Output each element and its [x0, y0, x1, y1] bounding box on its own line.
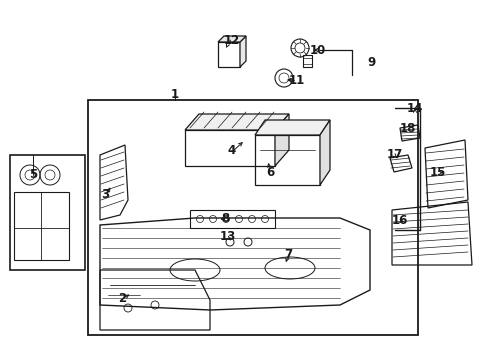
- Text: 1: 1: [171, 89, 179, 102]
- Polygon shape: [254, 120, 329, 135]
- Text: 9: 9: [367, 55, 375, 68]
- Bar: [88, 100, 417, 335]
- Text: 15: 15: [429, 166, 445, 179]
- Text: 2: 2: [118, 292, 126, 305]
- Polygon shape: [240, 36, 245, 67]
- Text: 16: 16: [391, 213, 407, 226]
- Text: 17: 17: [386, 148, 402, 162]
- Bar: [190, 210, 274, 228]
- Text: 4: 4: [227, 144, 236, 157]
- Bar: [10, 155, 85, 270]
- Polygon shape: [184, 114, 288, 130]
- Text: 6: 6: [265, 166, 274, 179]
- Polygon shape: [218, 36, 245, 42]
- Text: 18: 18: [399, 122, 415, 135]
- Text: 10: 10: [309, 44, 325, 57]
- Text: 8: 8: [221, 211, 229, 225]
- Polygon shape: [319, 120, 329, 185]
- Text: 13: 13: [220, 230, 236, 243]
- Text: 12: 12: [224, 33, 240, 46]
- Bar: [14, 192, 69, 260]
- Text: 3: 3: [101, 189, 109, 202]
- Text: 5: 5: [29, 168, 37, 181]
- Text: 14: 14: [406, 102, 422, 114]
- Text: 11: 11: [288, 73, 305, 86]
- Text: 7: 7: [284, 248, 291, 261]
- Polygon shape: [274, 114, 288, 166]
